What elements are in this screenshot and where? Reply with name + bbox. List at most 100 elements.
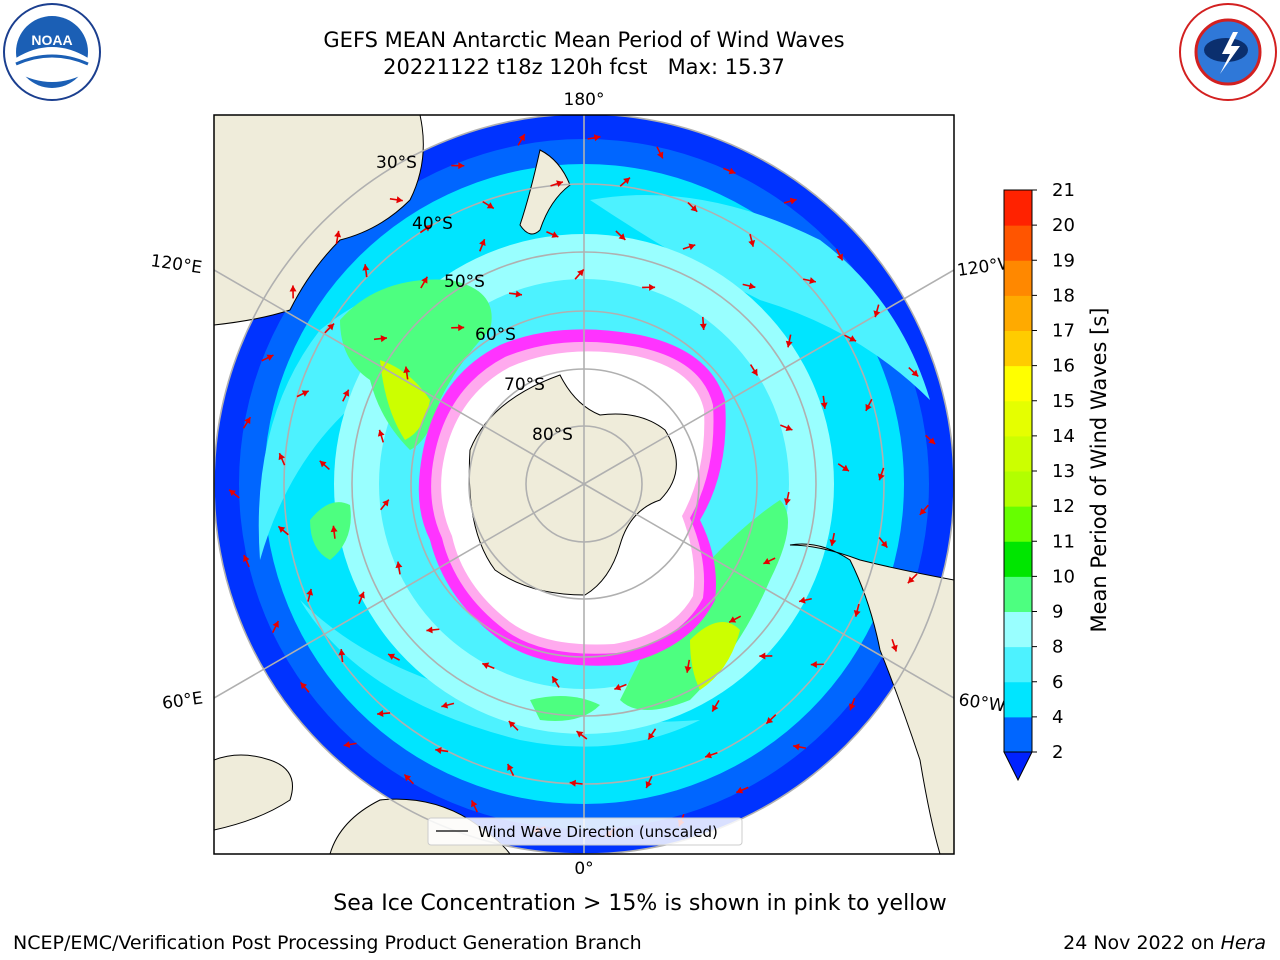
wave-arrow-head	[759, 652, 766, 660]
colorbar-segment	[1004, 295, 1032, 331]
wave-arrow-head	[793, 743, 800, 751]
forecast-subtitle: 20221122 t18z 120h fcst Max: 15.37	[383, 55, 785, 79]
wave-arrow-head	[705, 751, 712, 759]
wave-arrow-head	[486, 202, 494, 209]
wave-arrow-head	[919, 508, 927, 515]
lon-label-60e: 60°E	[161, 688, 204, 713]
wave-arrow-head	[551, 231, 559, 238]
lon-label-0: 0°	[574, 859, 593, 879]
issue-date: 24 Nov 2022 on Hera	[1063, 932, 1266, 954]
nws-logo	[1179, 3, 1277, 101]
wave-arrow-head	[330, 525, 338, 533]
wave-arrow-head	[319, 460, 327, 468]
wave-arrow-head	[278, 526, 286, 533]
wave-arrow-head	[424, 225, 431, 232]
lat-label-80s: 80°S	[532, 425, 573, 445]
graticule	[214, 115, 954, 854]
colorbar-segment	[1004, 471, 1032, 507]
wave-arrow-head	[266, 354, 274, 361]
wave-arrow-head	[515, 290, 522, 298]
wave-arrow-head	[865, 403, 872, 411]
wave-arrow-head	[301, 390, 309, 397]
wave-arrow-head	[576, 731, 584, 738]
wave-arrow-head	[877, 473, 885, 481]
wave-arrow-head	[810, 660, 817, 668]
wave-arrow-head	[785, 424, 793, 431]
wave-arrow-head	[395, 561, 403, 569]
lat-label-70s: 70°S	[504, 375, 545, 395]
wave-arrow-head	[552, 676, 559, 684]
wave-arrow-head	[623, 177, 630, 185]
wave-arrow-head	[577, 269, 584, 277]
wave-arrow-head	[518, 134, 525, 142]
wave-arrow-head	[829, 539, 837, 546]
colorbar-tick-label: 4	[1052, 707, 1063, 728]
wave-arrow-head	[688, 243, 696, 251]
colorbar: 2 4 6 8 9 10 11 12 13 14 15 16 17 18 19 20 21	[1003, 180, 1075, 782]
wave-arrow-head	[656, 151, 664, 159]
wave-arrow-head	[300, 682, 308, 690]
wave-arrow-head	[404, 774, 412, 782]
wave-arrow-head	[785, 340, 793, 348]
lat-label-40s: 40°S	[412, 214, 453, 234]
colorbar-segment	[1004, 681, 1032, 718]
noaa-logo: NOAA	[3, 3, 101, 101]
wave-arrow-head	[848, 703, 856, 711]
colorbar-segment	[1004, 646, 1032, 683]
wave-arrow-head	[836, 253, 843, 261]
wave-arrow-head	[891, 644, 898, 652]
wave-arrow-head	[556, 180, 563, 188]
wave-arrow-head	[928, 437, 936, 445]
wave-arrow-head	[849, 335, 857, 342]
lat-label-60s: 60°S	[475, 325, 516, 345]
colorbar-tick-label: 19	[1052, 250, 1075, 271]
lon-label-180: 180°	[564, 90, 605, 110]
sea-ice-note: Sea Ice Concentration > 15% is shown in …	[333, 891, 947, 916]
colorbar-segment	[1004, 225, 1032, 261]
colorbar-segment	[1004, 506, 1032, 542]
australia-land	[214, 115, 424, 326]
wave-arrow-head	[229, 489, 237, 497]
host-name: Hera	[1220, 932, 1266, 954]
wave-arrow-head	[842, 464, 849, 472]
wave-arrow-head	[306, 588, 314, 596]
wave-arrow-head	[471, 800, 478, 808]
lat-label-50s: 50°S	[444, 272, 485, 292]
wave-arrow-head	[618, 233, 626, 240]
wave-arrow-head	[853, 610, 861, 617]
wave-arrow-head	[377, 429, 385, 437]
colorbar-tick-label: 13	[1052, 461, 1075, 482]
colorbar-extend-min	[1003, 751, 1033, 782]
colorbar-tick-label: 6	[1052, 672, 1063, 693]
wave-arrow-head	[479, 239, 486, 247]
wave-arrow-head	[593, 134, 601, 142]
wave-arrow-head	[421, 276, 428, 284]
wave-arrow-head	[362, 264, 370, 271]
wave-arrow-head	[244, 417, 251, 425]
wave-arrow-head	[243, 555, 250, 562]
colorbar-tick-label: 18	[1052, 285, 1075, 306]
wave-arrow-head	[334, 230, 342, 238]
wave-arrow-head	[736, 786, 744, 794]
wave-arrow-head	[880, 540, 888, 548]
wave-arrow-head	[569, 779, 577, 787]
colorbar-segment	[1004, 330, 1032, 367]
wave-arrow-head	[435, 747, 442, 754]
colorbar-segment	[1004, 611, 1032, 648]
wave-arrow-head	[873, 310, 881, 318]
map-legend: Wind Wave Direction (unscaled)	[427, 817, 743, 846]
wave-arrow-head	[507, 763, 514, 771]
lat-label-30s: 30°S	[376, 153, 417, 173]
wave-arrow-head	[748, 282, 756, 290]
producer-credit: NCEP/EMC/Verification Post Processing Pr…	[13, 932, 642, 954]
lon-label-120e: 120°E	[149, 251, 203, 278]
wave-arrow-head	[766, 717, 774, 724]
new-zealand-land	[519, 149, 571, 235]
wave-arrow-head	[690, 204, 698, 212]
wave-arrow-head	[799, 596, 806, 604]
colorbar-tick-label: 2	[1052, 742, 1063, 763]
wave-arrow-head	[441, 701, 449, 709]
wave-arrow-head	[458, 324, 465, 332]
wave-arrow-head	[338, 649, 346, 656]
